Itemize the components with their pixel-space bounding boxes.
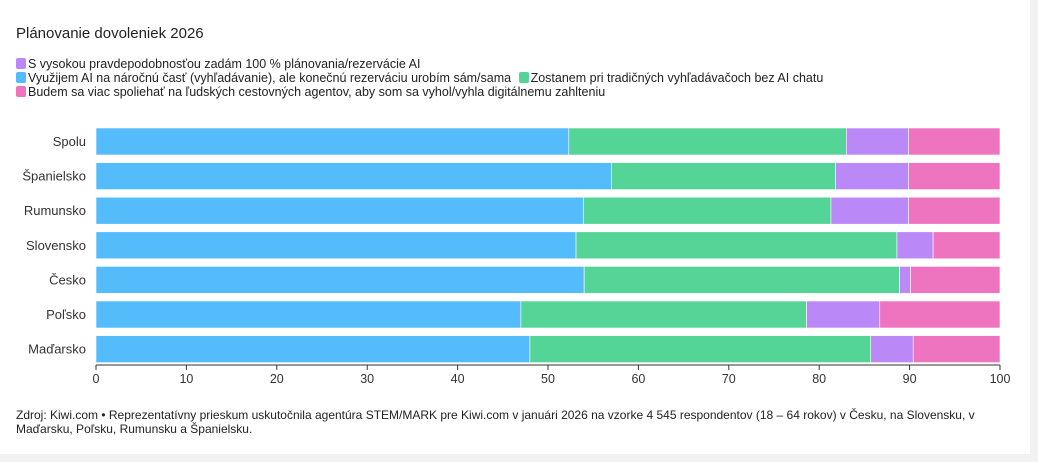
category-label: Poľsko — [46, 307, 86, 322]
category-label: Spolu — [53, 134, 86, 149]
x-tick-label: 90 — [903, 372, 917, 386]
x-tick-label: 10 — [179, 372, 193, 386]
x-tick-label: 40 — [451, 372, 465, 386]
bar-segment[interactable] — [932, 231, 1001, 260]
legend-label: Využijem AI na náročnú časť (vyhľadávani… — [28, 71, 512, 85]
legend-item[interactable]: Budem sa viac spoliehať na ľudských cest… — [16, 85, 605, 99]
bar-segment[interactable] — [806, 300, 881, 329]
stacked-bar-chart: Spolu Španielsko Rumunsko Slovensko Česko Poľ… — [22, 127, 1011, 386]
legend: S vysokou pravdepodobnosťou zadám 100 % … — [16, 57, 1016, 99]
x-tick-label: 30 — [360, 372, 374, 386]
bar-segment[interactable] — [95, 127, 570, 156]
bar-segment[interactable] — [583, 266, 900, 294]
bar-segment[interactable] — [95, 335, 531, 363]
category-label: Španielsko — [22, 169, 86, 184]
legend-row-1: S vysokou pravdepodobnosťou zadám 100 % … — [16, 57, 1016, 71]
legend-item[interactable]: S vysokou pravdepodobnosťou zadám 100 % … — [16, 57, 420, 71]
legend-item[interactable]: Využijem AI na náročnú časť (vyhľadávani… — [16, 71, 511, 85]
bar-segment[interactable] — [870, 335, 914, 363]
bar-segment[interactable] — [908, 127, 1001, 156]
category-label: Slovensko — [26, 238, 86, 253]
chart-card: Plánovanie dovoleniek 2026 S vysokou pra… — [0, 0, 1030, 454]
category-label: Rumunsko — [24, 203, 86, 218]
x-tick-label: 60 — [631, 372, 645, 386]
legend-label: S vysokou pravdepodobnosťou zadám 100 % … — [28, 57, 421, 71]
legend-label: Zostanem pri tradičných vyhľadávačoch be… — [530, 71, 824, 85]
legend-item[interactable]: Zostanem pri tradičných vyhľadávačoch be… — [518, 71, 824, 85]
bar-segment[interactable] — [95, 162, 612, 190]
legend-row-3: Budem sa viac spoliehať na ľudských cest… — [16, 85, 1016, 99]
bar-segment[interactable] — [95, 300, 522, 329]
legend-swatch — [16, 86, 26, 97]
bar-segment[interactable] — [908, 196, 1001, 225]
bar-segment[interactable] — [899, 266, 911, 294]
bar-segment[interactable] — [610, 162, 836, 190]
x-tick-label: 20 — [270, 372, 284, 386]
x-tick-label: 100 — [990, 372, 1011, 386]
legend-row-2: Využijem AI na náročnú časť (vyhľadávani… — [16, 71, 1016, 85]
x-tick-label: 80 — [812, 372, 826, 386]
category-label: Česko — [49, 272, 86, 287]
bar-segment[interactable] — [95, 266, 585, 294]
bar-segment[interactable] — [912, 335, 1001, 363]
bar-segment[interactable] — [95, 196, 584, 225]
bar-segment[interactable] — [910, 266, 1001, 294]
legend-swatch — [16, 72, 26, 83]
bar-segment[interactable] — [830, 196, 909, 225]
legend-swatch — [518, 72, 529, 83]
bar-segment[interactable] — [908, 162, 1001, 190]
x-tick-label: 0 — [93, 372, 100, 386]
source-note: Zdroj: Kiwi.com • Reprezentatívny priesk… — [16, 408, 975, 436]
x-tick-label: 70 — [722, 372, 736, 386]
legend-swatch — [16, 58, 26, 69]
bar-segment[interactable] — [568, 127, 847, 156]
bar-segment[interactable] — [846, 127, 909, 156]
bar-segment[interactable] — [520, 300, 807, 329]
bar-segment[interactable] — [582, 196, 832, 225]
bar-segment[interactable] — [575, 231, 898, 260]
bar-segment[interactable] — [529, 335, 872, 363]
bar-segment[interactable] — [835, 162, 909, 190]
legend-label: Budem sa viac spoliehať na ľudských cest… — [28, 85, 606, 99]
chart-title: Plánovanie dovoleniek 2026 — [16, 25, 204, 42]
category-label: Maďarsko — [28, 342, 86, 357]
x-tick-label: 50 — [541, 372, 555, 386]
bar-segment[interactable] — [879, 300, 1001, 329]
bar-segment[interactable] — [95, 231, 577, 260]
bar-segment[interactable] — [896, 231, 934, 260]
